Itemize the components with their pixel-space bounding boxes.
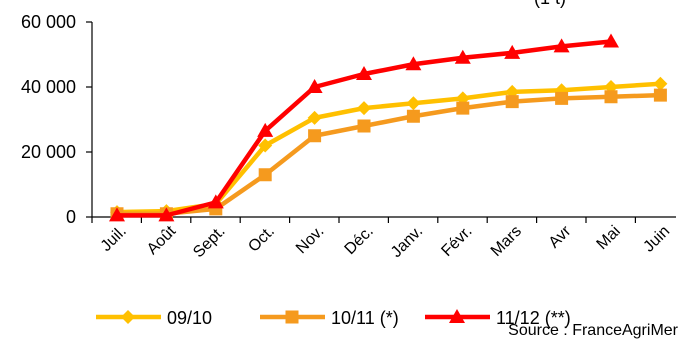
point-square-marker (456, 101, 470, 115)
legend: 09/10 10/11 (*) 11/12 (**) (96, 308, 571, 328)
source-note: Source : FranceAgriMer (508, 322, 678, 339)
y-tick-label: 60 000 (21, 12, 76, 32)
x-tick-label: Juin (640, 223, 673, 256)
x-tick-label: Oct. (245, 223, 278, 256)
legend-label: 10/11 (*) (331, 308, 399, 328)
y-tick-label: 20 000 (21, 142, 76, 162)
x-tick-label: Déc. (342, 223, 377, 258)
point-triangle-marker (504, 44, 521, 59)
x-tick-label: Mai (594, 223, 624, 253)
point-triangle-marker (109, 207, 125, 222)
point-square-marker (285, 310, 299, 324)
point-triangle-marker (356, 66, 372, 80)
legend-label: 11/12 (**) (496, 308, 571, 328)
point-square-marker (653, 88, 667, 102)
point-square-marker (555, 91, 569, 105)
point-triangle-marker (449, 309, 465, 323)
point-square-marker (357, 119, 371, 133)
point-square-marker (505, 95, 519, 109)
y-tick-label: 0 (66, 207, 76, 227)
chart-title-fragment: (1 t) (534, 0, 566, 8)
legend-label: 09/10 (167, 308, 212, 328)
point-diamond-marker (653, 76, 668, 91)
y-tick-label: 40 000 (21, 77, 76, 97)
x-tick-label: Avr (546, 222, 575, 251)
x-tick-label: Août (144, 222, 180, 258)
point-square-marker (258, 168, 272, 182)
series-line (116, 81, 661, 215)
point-triangle-marker (553, 38, 570, 53)
point-square-marker (308, 129, 322, 143)
point-triangle-marker (454, 49, 471, 64)
point-triangle-marker (207, 194, 224, 209)
x-tick-label: Janv. (388, 223, 426, 261)
point-diamond-marker (406, 96, 421, 111)
point-diamond-marker (307, 110, 322, 125)
point-triangle-marker (158, 207, 175, 222)
point-triangle-marker (405, 56, 422, 71)
x-tick-label: Févr. (438, 223, 475, 260)
x-tick-label: Sept. (190, 223, 228, 261)
x-tick-label: Nov. (293, 223, 327, 257)
point-diamond-marker (357, 101, 371, 116)
point-square-marker (604, 90, 618, 104)
point-square-marker (406, 109, 420, 123)
point-diamond-marker (258, 138, 273, 153)
point-triangle-marker (306, 79, 323, 93)
series-line (117, 92, 661, 216)
x-tick-label: Mars (488, 223, 525, 260)
point-diamond-marker (121, 310, 135, 324)
point-triangle-marker (257, 122, 274, 137)
point-triangle-marker (603, 33, 619, 48)
x-tick-label: Juil. (98, 223, 130, 255)
